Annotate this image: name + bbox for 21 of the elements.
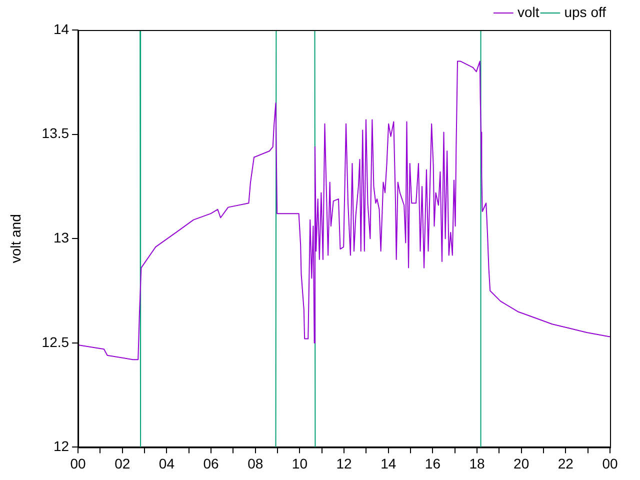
y-tick-label: 12 <box>53 438 70 454</box>
x-tick-label: 04 <box>158 455 175 472</box>
x-tick-label: 10 <box>292 455 308 472</box>
x-tick-label: 06 <box>203 455 220 472</box>
y-tick-label: 13.5 <box>42 125 70 142</box>
x-tick-label: 12 <box>336 455 352 472</box>
y-tick-label: 13 <box>53 229 70 246</box>
x-tick-label: 22 <box>558 455 574 472</box>
x-tick-label: 00 <box>602 455 618 472</box>
x-tick-label: 16 <box>424 455 441 472</box>
x-tick-label: 08 <box>248 455 264 472</box>
y-tick-label: 14 <box>53 20 70 37</box>
x-tick-label: 02 <box>114 455 130 472</box>
legend-label: ups off <box>564 4 606 20</box>
x-tick-label: 14 <box>380 455 396 472</box>
x-tick-label: 00 <box>70 455 86 472</box>
x-tick-label: 18 <box>469 455 486 472</box>
y-axis-title: volt and <box>7 214 24 264</box>
y-tick-label: 12.5 <box>42 334 70 350</box>
legend-label: volt <box>517 4 540 20</box>
x-tick-label: 20 <box>514 455 530 472</box>
